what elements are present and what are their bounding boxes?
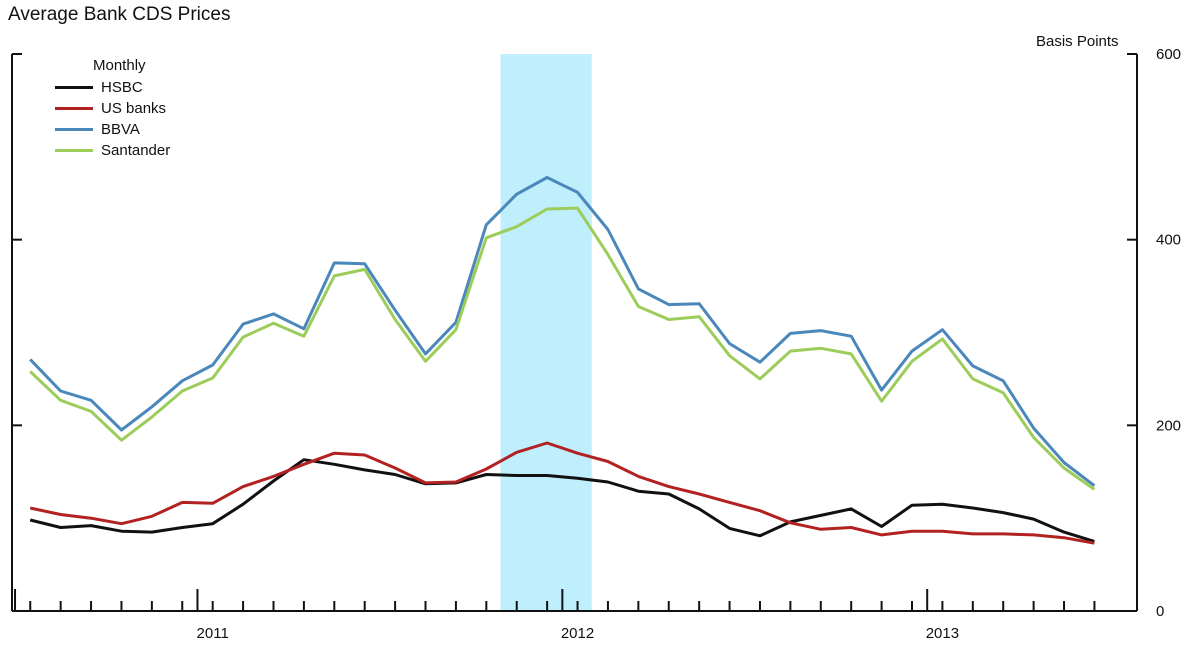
legend-label-us-banks: US banks [101, 100, 167, 117]
legend-title: Monthly [93, 57, 146, 74]
legend-label-hsbc: HSBC [101, 79, 143, 96]
y-axis-unit-label: Basis Points [1036, 33, 1119, 50]
y-tick-label-400: 400 [1156, 232, 1181, 249]
series-line-us-banks [29, 441, 1095, 545]
x-tick-label-2012: 2012 [561, 625, 594, 642]
x-tick-label-2011: 2011 [197, 625, 229, 642]
y-tick-label-600: 600 [1156, 46, 1181, 63]
legend-label-bbva: BBVA [101, 121, 140, 138]
legend-item-hsbc: HSBC [55, 77, 170, 98]
legend-label-santander: Santander [101, 142, 171, 159]
legend-item-bbva: BBVA [55, 119, 170, 140]
series-line-santander [29, 206, 1096, 491]
legend-item-us-banks: US banks [55, 98, 170, 119]
x-tick-label-2013: 2013 [926, 625, 959, 642]
series-line-bbva [29, 176, 1096, 487]
shaded-period-band [500, 54, 592, 611]
legend-swatch-hsbc [55, 86, 93, 89]
series-line-hsbc [29, 458, 1095, 543]
y-tick-label-200: 200 [1156, 417, 1181, 434]
legend-item-santander: Santander [55, 140, 170, 161]
y-tick-label-0: 0 [1156, 603, 1164, 620]
legend: Monthly HSBC US banks BBVA Santander [55, 57, 170, 161]
chart-title: Average Bank CDS Prices [8, 4, 231, 25]
legend-swatch-bbva [55, 128, 93, 131]
legend-swatch-santander [55, 149, 93, 152]
legend-swatch-us-banks [55, 107, 93, 110]
